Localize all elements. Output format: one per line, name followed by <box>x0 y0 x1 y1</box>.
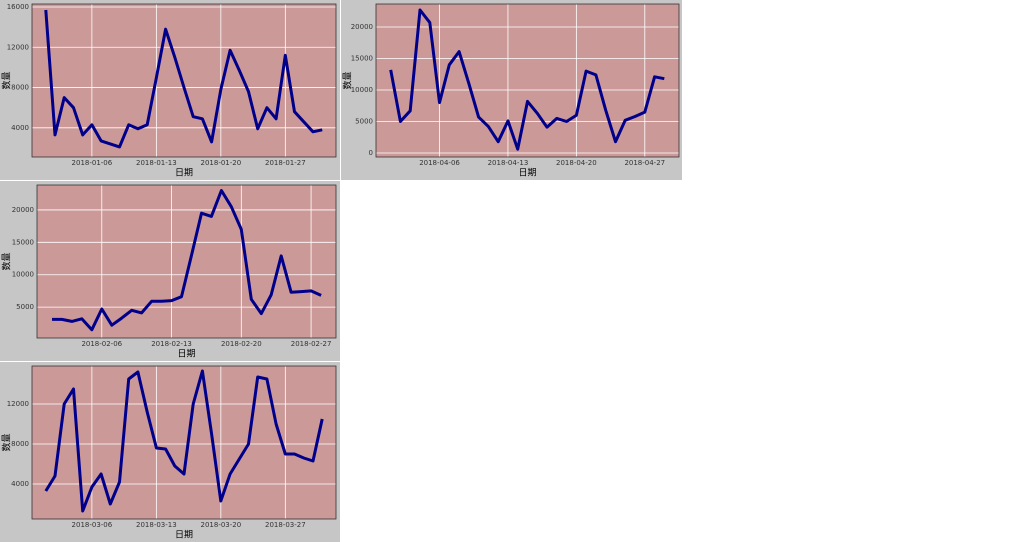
x-tick-label: 2018-01-20 <box>201 159 242 167</box>
plot-border <box>31 365 337 520</box>
y-tick-label: 20000 <box>351 23 373 31</box>
x-tick-label: 2018-03-13 <box>136 521 177 529</box>
x-tick-label: 2018-03-27 <box>265 521 306 529</box>
x-tick-label: 2018-02-06 <box>81 340 122 348</box>
y-tick-label: 20000 <box>12 206 34 214</box>
y-tick-label: 5000 <box>16 303 34 311</box>
x-tick-label: 2018-02-13 <box>151 340 192 348</box>
y-tick-label: 12000 <box>7 43 29 51</box>
y-tick-label: 10000 <box>351 86 373 94</box>
x-tick-label: 2018-04-20 <box>556 159 597 167</box>
plot-background <box>37 185 336 338</box>
data-line <box>389 8 665 151</box>
x-tick-label: 2018-04-13 <box>488 159 529 167</box>
y-axis-title: 数量 <box>1 433 13 451</box>
y-tick-label: 8000 <box>11 84 29 92</box>
x-axis-title: 日期 <box>518 168 536 179</box>
x-tick-label: 2018-01-13 <box>136 159 177 167</box>
plot-border <box>36 184 337 339</box>
plot-border <box>375 3 680 158</box>
y-tick-label: 15000 <box>351 55 373 63</box>
y-tick-label: 0 <box>369 149 373 157</box>
y-tick-label: 4000 <box>11 480 29 488</box>
y-axis-title: 数量 <box>1 252 13 270</box>
x-tick-label: 2018-02-20 <box>221 340 262 348</box>
x-tick-label: 2018-01-27 <box>265 159 306 167</box>
x-axis-title: 日期 <box>177 349 195 360</box>
data-line <box>44 369 324 513</box>
x-tick-label: 2018-01-06 <box>72 159 113 167</box>
y-axis-title: 数量 <box>1 71 13 89</box>
x-tick-label: 2018-04-27 <box>624 159 665 167</box>
x-tick-label: 2018-02-27 <box>291 340 332 348</box>
y-tick-label: 4000 <box>11 124 29 132</box>
x-tick-label: 2018-03-06 <box>72 521 113 529</box>
x-axis-title: 日期 <box>175 168 193 179</box>
data-line <box>52 189 322 332</box>
x-tick-label: 2018-03-20 <box>201 521 242 529</box>
x-tick-label: 2018-04-06 <box>419 159 460 167</box>
data-line <box>44 9 323 149</box>
x-axis-title: 日期 <box>175 530 193 541</box>
y-tick-label: 15000 <box>12 238 34 246</box>
y-tick-label: 8000 <box>11 440 29 448</box>
plot-border <box>31 3 337 158</box>
y-tick-label: 5000 <box>355 118 373 126</box>
plot-background <box>376 4 679 157</box>
y-tick-label: 10000 <box>12 271 34 279</box>
y-axis-title: 数量 <box>342 71 354 89</box>
y-tick-label: 12000 <box>7 400 29 408</box>
y-tick-label: 16000 <box>7 3 29 11</box>
